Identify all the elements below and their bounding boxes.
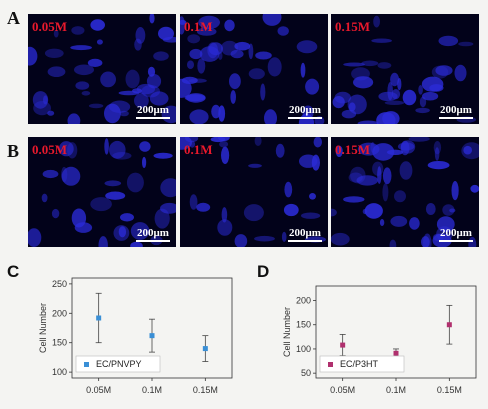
micrograph-b1: 0.05M 200μm xyxy=(28,137,176,247)
y-tick-label: 150 xyxy=(296,320,311,330)
data-point xyxy=(202,346,208,352)
y-tick-label: 150 xyxy=(52,338,67,348)
y-tick-label: 200 xyxy=(296,296,311,306)
concentration-label: 0.15M xyxy=(335,142,371,157)
panel-label-b: B xyxy=(7,141,20,161)
chart-c: 100 150 200 250 0.05M 0.1M 0.15M Cell Number EC/… xyxy=(38,277,233,395)
data-point xyxy=(149,333,155,339)
legend-label: EC/P3HT xyxy=(340,359,379,369)
panel-label-a: A xyxy=(7,8,20,28)
x-tick-label: 0.15M xyxy=(437,385,462,395)
data-point xyxy=(96,315,102,321)
legend-marker xyxy=(328,362,333,367)
scale-bar: 200μm xyxy=(288,227,322,242)
scale-bar: 200μm xyxy=(439,104,473,119)
chart-d: 50 100 150 200 0.05M 0.1M 0.15M Cell Number EC/P… xyxy=(282,285,477,395)
panel-label-d: D xyxy=(257,262,270,281)
concentration-label: 0.15M xyxy=(335,19,371,34)
scale-label: 200μm xyxy=(440,104,472,116)
scale-label: 200μm xyxy=(137,227,169,239)
micrograph-b2: 0.1M 200μm xyxy=(180,137,328,247)
scale-bar: 200μm xyxy=(288,104,322,119)
x-tick-label: 0.05M xyxy=(330,385,355,395)
concentration-label: 0.05M xyxy=(32,142,68,157)
legend xyxy=(75,355,161,373)
data-point xyxy=(446,322,452,328)
scale-bar: 200μm xyxy=(439,227,473,242)
scale-bar: 200μm xyxy=(136,227,170,242)
y-axis-label: Cell Number xyxy=(38,303,48,353)
y-tick-label: 50 xyxy=(301,368,311,378)
scale-label: 200μm xyxy=(137,104,169,116)
legend xyxy=(319,355,405,373)
y-tick-label: 100 xyxy=(52,367,67,377)
micrograph-b3: 0.15M 200μm xyxy=(331,137,479,247)
x-tick-label: 0.1M xyxy=(142,385,162,395)
cell-fluorescence xyxy=(28,138,176,247)
legend-label: EC/PNVPY xyxy=(96,359,142,369)
micrograph-a2: 0.1M 200μm xyxy=(180,14,328,124)
panel-label-c: C xyxy=(7,262,20,281)
y-tick-label: 200 xyxy=(52,308,67,318)
data-point xyxy=(340,342,346,348)
micrograph-a3: 0.15M 200μm xyxy=(331,14,479,124)
concentration-label: 0.05M xyxy=(32,19,68,34)
data-point xyxy=(393,350,399,356)
y-axis-label: Cell Number xyxy=(282,307,292,357)
cell-fluorescence xyxy=(331,137,479,247)
x-tick-label: 0.05M xyxy=(86,385,111,395)
x-tick-label: 0.1M xyxy=(386,385,406,395)
scale-bar: 200μm xyxy=(136,104,170,119)
scale-label: 200μm xyxy=(440,227,472,239)
y-tick-label: 250 xyxy=(52,279,67,289)
legend-marker xyxy=(84,362,89,367)
concentration-label: 0.1M xyxy=(184,142,213,157)
scale-label: 200μm xyxy=(289,104,321,116)
concentration-label: 0.1M xyxy=(184,19,213,34)
y-tick-label: 100 xyxy=(296,344,311,354)
x-tick-label: 0.15M xyxy=(193,385,218,395)
scale-label: 200μm xyxy=(289,227,321,239)
micrograph-a1: 0.05M 200μm xyxy=(28,14,176,124)
cell-fluorescence xyxy=(180,14,325,124)
